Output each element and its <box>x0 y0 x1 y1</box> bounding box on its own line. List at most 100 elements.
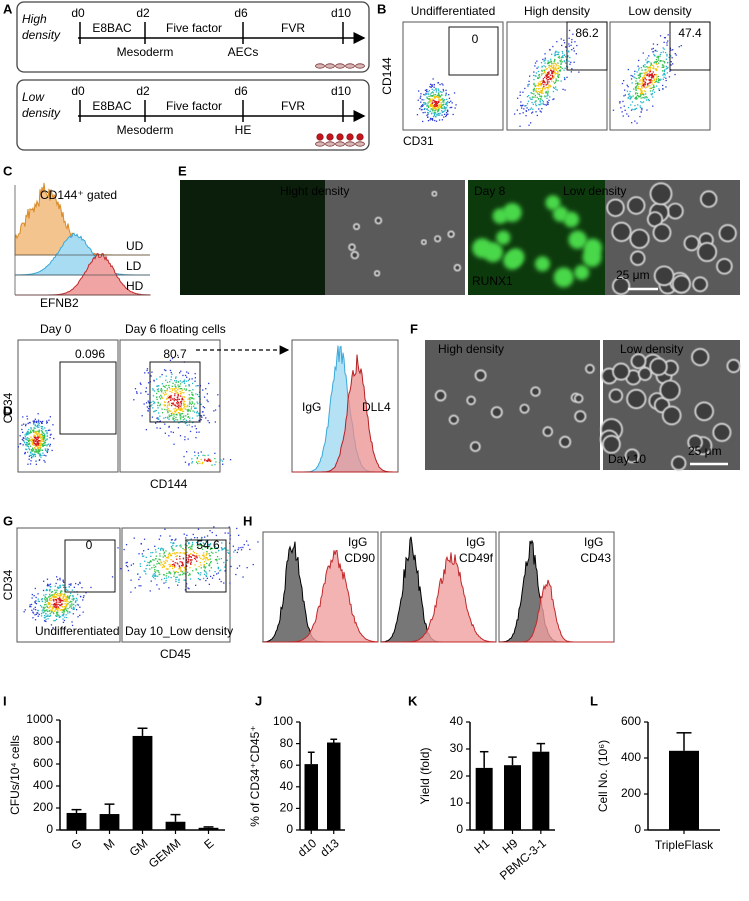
cytometry-event <box>532 90 535 92</box>
cytometry-event <box>183 401 186 403</box>
cytometry-event <box>56 603 58 605</box>
cytometry-event <box>563 77 566 79</box>
cytometry-event <box>174 390 176 392</box>
cytometry-event <box>43 611 45 613</box>
cytometry-event <box>631 82 633 84</box>
cytometry-event <box>53 600 55 602</box>
cytometry-event <box>632 95 634 97</box>
cytometry-event <box>646 57 649 59</box>
cytometry-event <box>181 381 183 383</box>
cytometry-event <box>549 96 551 98</box>
cytometry-event <box>70 583 72 585</box>
cytometry-event <box>175 410 178 412</box>
cytometry-event <box>33 455 35 457</box>
cytometry-event <box>543 80 545 83</box>
cytometry-event <box>542 102 544 105</box>
cytometry-event <box>178 398 181 400</box>
cytometry-event <box>438 97 440 99</box>
cytometry-event <box>177 381 180 383</box>
cytometry-event <box>164 401 166 403</box>
cell-outline <box>348 243 356 251</box>
cytometry-event <box>168 572 170 574</box>
cytometry-event <box>656 63 658 66</box>
cytometry-event <box>555 86 557 88</box>
cell-outline <box>694 401 715 422</box>
cytometry-event <box>565 46 567 48</box>
cytometry-event <box>153 402 155 405</box>
cytometry-event <box>165 369 167 372</box>
cytometry-event <box>550 60 552 62</box>
cytometry-event <box>160 564 162 566</box>
cytometry-event <box>183 404 185 406</box>
cytometry-event <box>209 458 211 461</box>
cytometry-event <box>166 388 168 390</box>
cytometry-event <box>175 381 177 384</box>
cytometry-event <box>185 422 188 424</box>
cytometry-event <box>657 78 659 80</box>
cytometry-event <box>154 570 156 572</box>
legend-label: IgG <box>348 535 367 549</box>
cytometry-event <box>546 83 548 85</box>
cytometry-event <box>540 83 542 85</box>
cytometry-event <box>436 94 439 97</box>
cytometry-event <box>164 386 166 388</box>
cytometry-event <box>538 74 540 76</box>
cytometry-event <box>26 418 29 420</box>
cytometry-event <box>40 599 43 601</box>
cytometry-event <box>531 92 533 95</box>
cytometry-event <box>42 444 45 447</box>
cytometry-event <box>545 90 547 93</box>
cytometry-event <box>69 606 71 608</box>
cytometry-event <box>190 547 192 550</box>
cytometry-event <box>44 599 46 601</box>
cytometry-event <box>33 439 35 441</box>
cytometry-event <box>179 561 181 563</box>
cytometry-event <box>205 575 208 577</box>
cytometry-event <box>47 603 49 605</box>
cytometry-event <box>47 585 49 587</box>
cytometry-event <box>542 86 544 89</box>
cytometry-event <box>162 385 165 387</box>
cytometry-event <box>153 380 155 382</box>
cytometry-event <box>433 113 436 116</box>
cytometry-event <box>434 116 437 118</box>
cytometry-event <box>671 57 673 59</box>
cytometry-event <box>624 94 626 96</box>
cytometry-event <box>158 418 160 420</box>
cytometry-event <box>191 559 193 561</box>
cytometry-event <box>177 384 179 386</box>
cytometry-event <box>27 422 29 425</box>
cell-outline <box>630 250 646 266</box>
cytometry-event <box>37 438 39 441</box>
cytometry-event <box>209 545 211 547</box>
cytometry-event <box>648 76 650 78</box>
cytometry-event <box>656 56 658 58</box>
cytometry-event <box>539 91 541 93</box>
cytometry-event <box>555 66 557 68</box>
cytometry-event <box>647 70 649 72</box>
cytometry-event <box>25 438 28 441</box>
cytometry-event <box>201 416 203 419</box>
cytometry-event <box>198 565 200 568</box>
cytometry-event <box>180 370 182 372</box>
cytometry-event <box>120 568 122 570</box>
cytometry-event <box>163 551 166 553</box>
cytometry-event <box>533 78 535 81</box>
cytometry-event <box>652 51 654 53</box>
cytometry-event <box>170 553 172 555</box>
cytometry-event <box>53 620 55 622</box>
cell-outline <box>637 366 653 382</box>
cytometry-event <box>173 412 175 415</box>
cytometry-event <box>556 64 558 67</box>
cytometry-event <box>649 70 652 72</box>
cytometry-event <box>191 421 194 424</box>
cytometry-event <box>55 582 57 585</box>
cytometry-event <box>437 108 439 111</box>
cytometry-event <box>43 607 45 609</box>
cytometry-event <box>63 586 65 588</box>
cytometry-event <box>203 414 205 416</box>
cytometry-event <box>642 93 645 95</box>
plot-frame <box>16 527 121 643</box>
cytometry-event <box>654 81 656 83</box>
cytometry-event <box>570 71 572 73</box>
